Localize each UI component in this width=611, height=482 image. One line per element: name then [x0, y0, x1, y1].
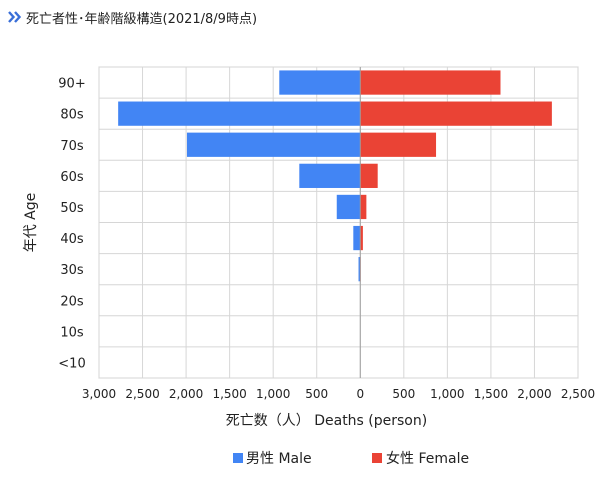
x-tick-label: 500	[305, 387, 328, 401]
y-tick-label: 90+	[58, 77, 85, 92]
x-tick-label: 1,000	[256, 387, 290, 401]
bar-male-3	[299, 163, 361, 188]
x-tick-label: 2,500	[125, 387, 159, 401]
bar-female-5	[360, 225, 363, 251]
y-tick-label: 80s	[60, 108, 84, 123]
bar-female-1	[360, 101, 552, 126]
x-tick-label: 2,500	[561, 387, 595, 401]
bar-male-2	[186, 132, 361, 157]
y-tick-label: 60s	[60, 170, 84, 185]
legend-label-female: 女性 Female	[386, 450, 469, 467]
legend-label-male: 男性 Male	[246, 451, 312, 467]
bar-female-3	[360, 163, 378, 188]
y-axis-label: 年代 Age	[23, 193, 39, 253]
x-axis-label: 死亡数（人） Deaths (person)	[226, 413, 427, 429]
x-tick-label: 1,000	[430, 387, 464, 401]
y-tick-label: <10	[58, 356, 85, 371]
y-tick-label: 50s	[60, 201, 84, 216]
chart-title: 死亡者性･年齢階級構造(2021/8/9時点)	[26, 11, 258, 27]
bar-male-0	[279, 70, 361, 95]
y-tick-label: 10s	[60, 325, 84, 340]
x-tick-label: 500	[392, 387, 415, 401]
x-tick-label: 1,500	[212, 387, 246, 401]
x-tick-label: 2,000	[169, 387, 203, 401]
x-tick-label: 1,500	[474, 387, 508, 401]
legend-swatch-male	[233, 453, 243, 463]
bar-male-6	[358, 257, 361, 282]
bar-female-2	[360, 132, 437, 157]
y-tick-label: 70s	[60, 139, 84, 154]
chart-header: 死亡者性･年齢階級構造(2021/8/9時点)	[8, 6, 257, 28]
bar-female-0	[360, 70, 501, 95]
bar-male-5	[353, 225, 361, 251]
y-tick-label: 40s	[60, 232, 84, 247]
x-tick-label: 3,000	[82, 387, 116, 401]
x-tick-label: 0	[356, 387, 364, 401]
x-tick-label: 2,000	[517, 387, 551, 401]
bar-male-4	[336, 194, 361, 220]
y-tick-label: 30s	[60, 263, 84, 278]
bar-male-1	[118, 101, 361, 126]
y-tick-label: 20s	[60, 294, 84, 309]
bar-female-4	[360, 194, 367, 220]
double-chevron-right-icon	[8, 11, 22, 23]
legend-swatch-female	[372, 453, 382, 463]
